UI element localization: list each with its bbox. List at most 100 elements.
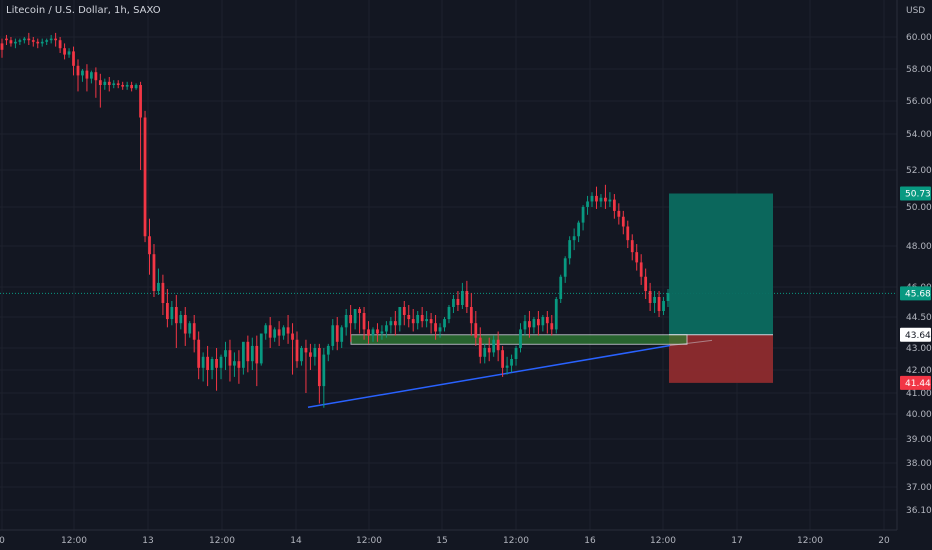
candle-body [250, 345, 254, 362]
time-tick-label: 20 [878, 536, 890, 546]
candle-body [215, 359, 218, 368]
candle-body [183, 315, 187, 334]
candle-body [282, 327, 285, 336]
candle-body [496, 339, 500, 351]
candle-body [568, 240, 572, 259]
price-tag: 50.73 [900, 186, 931, 201]
candle-body [331, 325, 335, 346]
candle-body [286, 327, 290, 334]
candle-body [657, 297, 661, 311]
candle-body [304, 348, 308, 353]
candle-body [241, 341, 245, 368]
candle-body [469, 307, 473, 324]
candle-body [116, 83, 120, 85]
candle-body [326, 345, 330, 355]
time-tick-label: 12:00 [797, 536, 823, 546]
candle-body [201, 356, 205, 368]
price-tag-label: 41.44 [905, 379, 931, 389]
candle-body [67, 51, 71, 55]
candle-body [233, 361, 236, 366]
currency-label: USD [906, 6, 925, 16]
candle-body [9, 40, 13, 44]
candle-body [635, 252, 639, 263]
candle-body [206, 356, 209, 370]
price-tick-label: 52.00 [906, 166, 932, 176]
candle-body [510, 359, 513, 366]
price-tag-bg [900, 375, 931, 390]
candle-body [98, 80, 102, 85]
candle-body [259, 333, 263, 364]
candle-body [402, 307, 406, 315]
time-tick-label: 17 [731, 536, 742, 546]
candle-body [474, 323, 478, 338]
candle-body [340, 327, 344, 342]
candle-body [152, 254, 156, 291]
candle-body [367, 329, 370, 336]
candle-body [165, 303, 169, 320]
price-tag: 45.68 [900, 286, 931, 301]
candle-body [103, 81, 107, 85]
candle-body [545, 317, 549, 324]
candle-body [452, 299, 455, 307]
candle-body [148, 236, 151, 255]
time-tick-label: 15 [436, 536, 447, 546]
candle-body [125, 85, 129, 87]
price-tag-label: 45.68 [905, 289, 931, 299]
candle-body [465, 291, 469, 307]
price-tag-label: 43.64 [905, 331, 931, 341]
candle-body [626, 226, 630, 241]
price-tick-label: 37.00 [906, 483, 932, 493]
candle-body [139, 85, 142, 118]
candle-body [376, 329, 379, 334]
candle-body [577, 222, 580, 237]
price-tick-label: 41.00 [906, 389, 932, 399]
candle-body [277, 329, 281, 336]
candle-body [36, 41, 40, 44]
candle-body [648, 291, 652, 303]
candle-body [461, 291, 464, 305]
time-axis[interactable]: 0 12:00 13 12:00 14 12:00 15 12:00 16 12:00 17 12:0… [0, 529, 897, 546]
candle-body [349, 315, 353, 324]
candle-body [27, 38, 31, 41]
price-axis[interactable]: 60.0058.0056.0054.0052.0050.0048.0046.00… [896, 0, 932, 530]
chart-title: Litecoin / U.S. Dollar, 1h, SAXO [6, 5, 161, 16]
candle-body [313, 348, 317, 357]
price-tag-bg [900, 327, 931, 342]
candle-body [188, 323, 192, 334]
candle-body [604, 197, 607, 202]
candle-body [380, 331, 384, 334]
candle-body [612, 199, 616, 211]
time-tick-label: 12:00 [503, 536, 529, 546]
price-tag: 41.44 [900, 375, 931, 390]
price-tick-label: 58.00 [906, 65, 932, 75]
candle-body [45, 40, 49, 42]
candle-body [407, 315, 411, 320]
time-tick-label: 12:00 [650, 536, 676, 546]
candle-body [644, 276, 648, 291]
candle-body [438, 327, 442, 332]
candle-body [192, 323, 196, 340]
candle-body [295, 339, 299, 362]
candle-body [255, 345, 259, 364]
candle-body [586, 201, 589, 207]
candle-body [505, 365, 509, 368]
price-tick-label: 60.00 [906, 33, 932, 43]
candle-body [210, 359, 214, 370]
candle-body [5, 38, 8, 41]
candle-body [362, 313, 366, 330]
candle-body [81, 70, 84, 76]
candle-body [40, 41, 44, 44]
price-tick-label: 42.00 [906, 366, 932, 376]
candle-body [170, 307, 174, 320]
price-tick-label: 39.00 [906, 435, 932, 445]
candle-body [134, 85, 138, 89]
candle-body [389, 321, 393, 326]
chart-overlays [0, 193, 897, 409]
candle-body [411, 319, 415, 324]
candle-body [639, 262, 643, 277]
price-tick-label: 36.10 [906, 506, 932, 516]
candle-body [264, 325, 268, 334]
candle-body [398, 307, 402, 326]
candle-body [107, 81, 111, 85]
